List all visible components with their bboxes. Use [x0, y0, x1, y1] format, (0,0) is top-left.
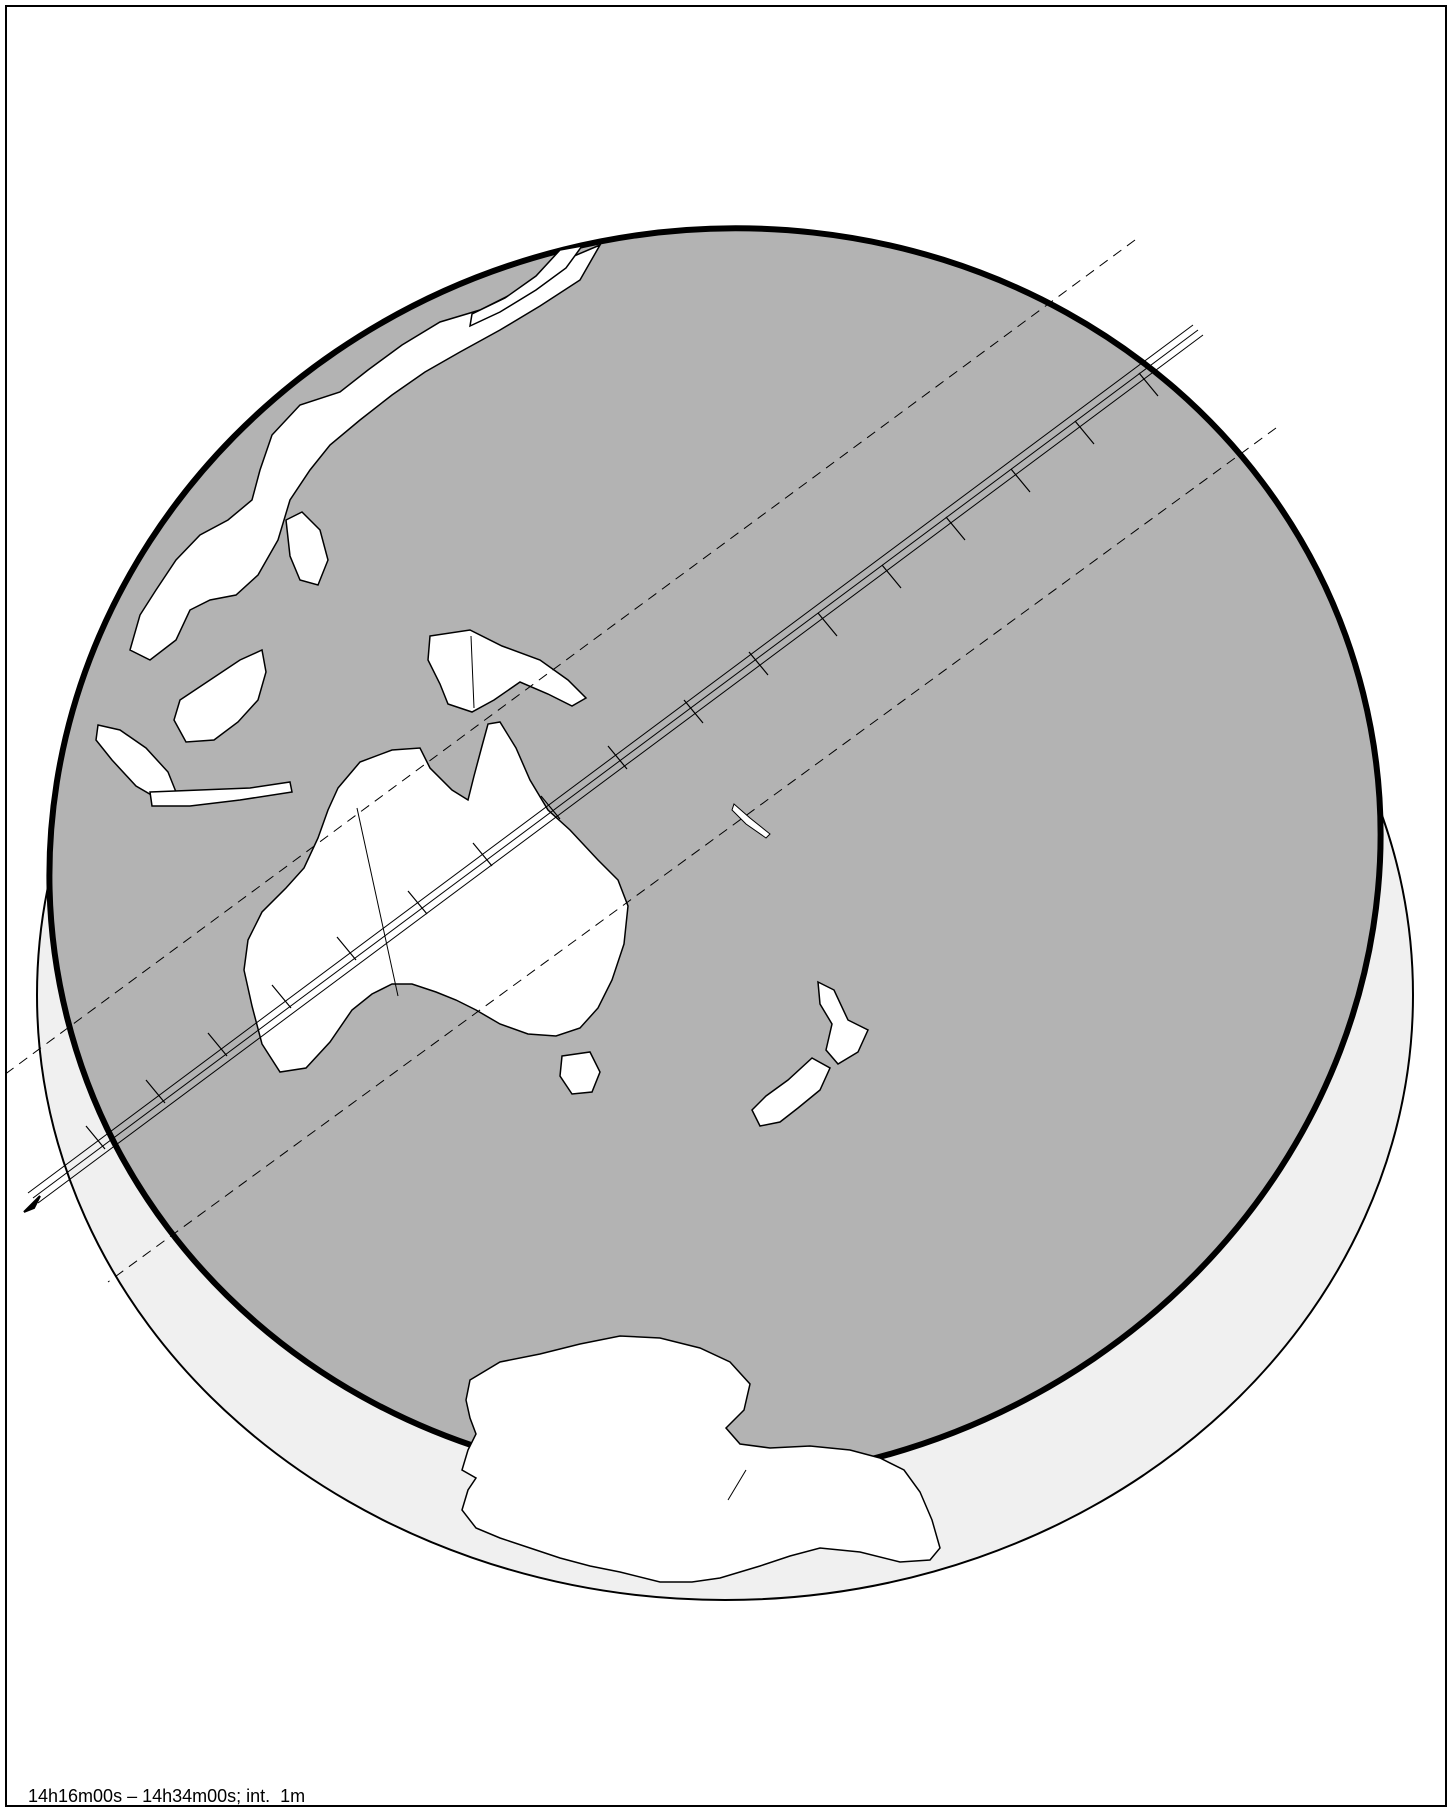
land-philippines	[285, 511, 329, 586]
time-caption: 14h16m00s – 14h34m00s; int. 1m	[28, 1786, 306, 1806]
border-antarctica	[727, 1469, 747, 1501]
land-australia	[243, 721, 629, 1073]
land-tasmania	[559, 1051, 601, 1095]
border-wa	[356, 807, 399, 997]
land-asia	[129, 243, 602, 661]
land-borneo	[173, 648, 267, 743]
land-new-caledonia	[731, 803, 771, 839]
dashed-limits	[0, 239, 1136, 1079]
direction-arrow-icon	[23, 1195, 41, 1213]
land-nz-south	[751, 1057, 831, 1127]
dashed-limits-southern	[107, 427, 1277, 1283]
land-japan	[469, 244, 584, 328]
time-ticks	[85, 372, 1159, 1150]
central-line	[27, 324, 1204, 1204]
land-new-guinea	[427, 629, 588, 713]
land-nz-north	[817, 980, 869, 1065]
land-java	[149, 781, 293, 807]
land-antarctica	[461, 1335, 941, 1583]
border-new-guinea	[470, 635, 475, 709]
